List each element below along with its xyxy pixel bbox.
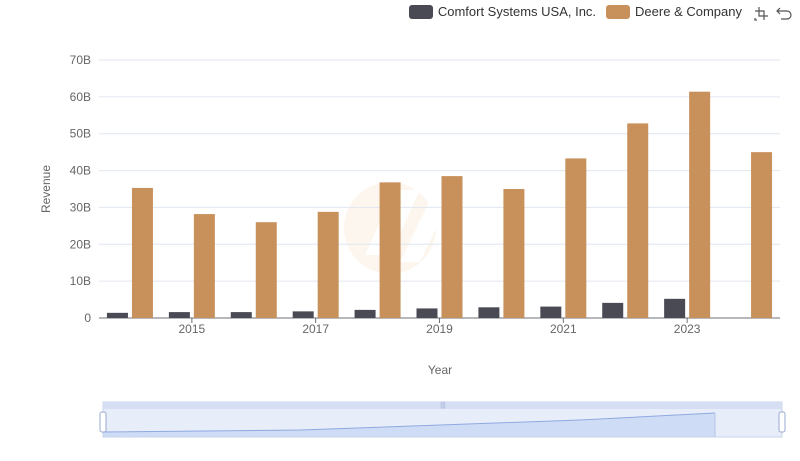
bars-group — [106, 91, 773, 318]
bar-comfort-systems-2021[interactable] — [540, 306, 562, 318]
x-tick-label: 2019 — [426, 322, 453, 336]
x-tick-label: 2015 — [179, 322, 206, 336]
bar-comfort-systems-2016[interactable] — [230, 312, 252, 318]
bar-comfort-systems-2020[interactable] — [478, 307, 500, 318]
y-axis: 0 10B 20B 30B 40B 50B 60B 70B — [70, 53, 92, 325]
bar-deere-2024[interactable] — [751, 152, 773, 318]
bar-deere-2020[interactable] — [503, 189, 525, 318]
bar-deere-2021[interactable] — [565, 158, 587, 318]
y-axis-title: Revenue — [39, 165, 53, 213]
y-tick-label: 70B — [70, 53, 91, 67]
bar-deere-2022[interactable] — [627, 123, 649, 318]
zoom-handle-right[interactable] — [778, 411, 786, 433]
zoom-handle-left[interactable] — [99, 411, 107, 433]
bar-comfort-systems-2018[interactable] — [354, 309, 376, 318]
bar-comfort-systems-2014[interactable] — [106, 312, 128, 318]
y-tick-label: 20B — [70, 237, 91, 251]
svg-text:|||: ||| — [440, 402, 446, 409]
bar-deere-2019[interactable] — [441, 176, 463, 318]
legend: Comfort Systems USA, Inc. Deere & Compan… — [408, 4, 742, 19]
restore-icon[interactable] — [776, 6, 792, 22]
y-tick-label: 40B — [70, 164, 91, 178]
bar-comfort-systems-2019[interactable] — [416, 308, 438, 318]
y-tick-label: 0 — [84, 311, 91, 325]
bar-deere-2014[interactable] — [131, 187, 153, 318]
y-tick-label: 50B — [70, 127, 91, 141]
bar-comfort-systems-2015[interactable] — [168, 312, 190, 318]
bar-deere-2018[interactable] — [379, 182, 401, 318]
x-axis-title: Year — [428, 363, 452, 377]
bar-comfort-systems-2022[interactable] — [602, 302, 624, 318]
toolbox — [754, 6, 792, 22]
x-tick-label: 2017 — [302, 322, 329, 336]
legend-swatch-deere — [606, 4, 631, 19]
legend-swatch-comfort-systems — [408, 4, 433, 19]
bar-deere-2023[interactable] — [689, 91, 711, 318]
x-tick-label: 2021 — [550, 322, 577, 336]
legend-item-comfort-systems[interactable]: Comfort Systems USA, Inc. — [408, 4, 597, 19]
x-tick-label: 2023 — [674, 322, 701, 336]
bar-deere-2016[interactable] — [255, 222, 277, 318]
data-zoom-slider[interactable]: ||| — [99, 401, 786, 438]
bar-deere-2015[interactable] — [193, 214, 215, 318]
legend-item-deere[interactable]: Deere & Company — [606, 4, 742, 19]
bar-deere-2017[interactable] — [317, 211, 339, 318]
zoom-icon[interactable] — [754, 6, 770, 22]
bar-comfort-systems-2023[interactable] — [664, 298, 686, 318]
y-tick-label: 10B — [70, 274, 91, 288]
y-tick-label: 30B — [70, 200, 91, 214]
bar-comfort-systems-2017[interactable] — [292, 311, 314, 318]
y-tick-label: 60B — [70, 90, 91, 104]
legend-label-deere: Deere & Company — [635, 4, 742, 19]
x-axis: 2015 2017 2019 2021 2023 — [179, 318, 701, 336]
legend-label-comfort-systems: Comfort Systems USA, Inc. — [437, 4, 597, 19]
